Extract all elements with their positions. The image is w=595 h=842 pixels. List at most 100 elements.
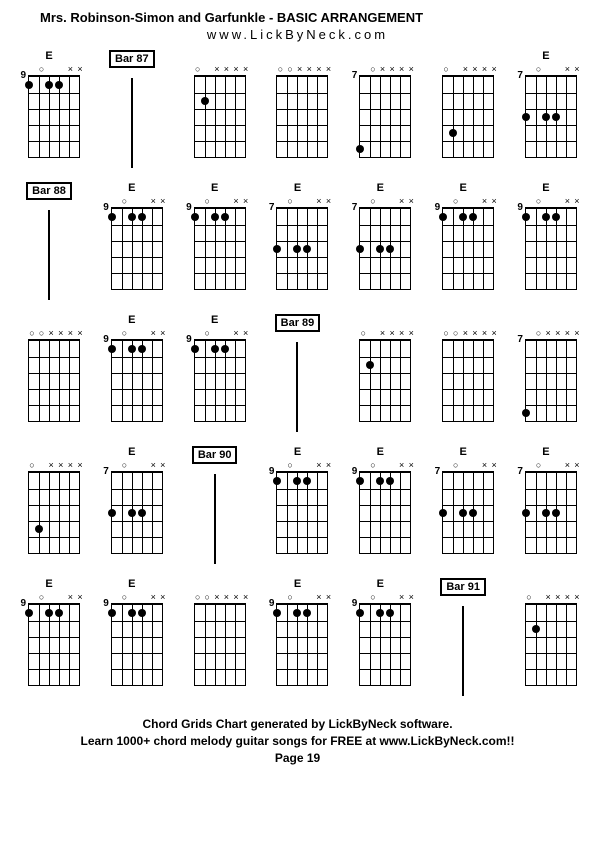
- fretboard: 9: [345, 471, 415, 554]
- string-mark: [388, 197, 396, 207]
- string-mark: ×: [242, 197, 250, 207]
- fret-grid: [194, 339, 246, 422]
- string-mark: [28, 593, 36, 603]
- chord-diagram: ○××××: [14, 461, 84, 554]
- string-mark: ×: [398, 461, 406, 471]
- string-mark: ○: [194, 593, 202, 603]
- string-mark: ×: [407, 461, 415, 471]
- string-mark: ○: [38, 65, 46, 75]
- string-mark: ×: [379, 329, 387, 339]
- string-marks: ○××××: [442, 65, 498, 75]
- string-mark: ×: [554, 593, 562, 603]
- chord-diagram: ○××9: [262, 593, 332, 686]
- string-marks: ○××: [111, 329, 167, 339]
- string-mark: ×: [544, 593, 552, 603]
- string-mark: [359, 197, 367, 207]
- finger-dot: [138, 213, 146, 221]
- chord-label: E: [459, 182, 466, 196]
- string-mark: ×: [398, 65, 406, 75]
- fret-grid: [525, 603, 577, 686]
- string-mark: ○: [359, 329, 367, 339]
- chord-diagram: ○××××7: [511, 329, 581, 422]
- string-mark: [554, 461, 562, 471]
- chord-diagram: ○××9: [97, 329, 167, 422]
- string-mark: ×: [242, 65, 250, 75]
- chord-diagram: ○××9: [97, 197, 167, 290]
- string-mark: ×: [471, 329, 479, 339]
- string-mark: ×: [388, 65, 396, 75]
- finger-dot: [211, 213, 219, 221]
- string-mark: [525, 197, 533, 207]
- fret-number: [428, 334, 440, 422]
- fretboard: [345, 339, 415, 422]
- bar-divider: [296, 342, 298, 432]
- chord-cell: ○××××: [176, 50, 254, 168]
- finger-dot: [293, 609, 301, 617]
- string-mark: ×: [66, 65, 74, 75]
- string-mark: ×: [232, 593, 240, 603]
- chord-label: E: [128, 578, 135, 592]
- fret-number: 7: [428, 466, 440, 554]
- string-mark: ×: [407, 65, 415, 75]
- fretboard: 7: [345, 207, 415, 290]
- string-mark: [461, 461, 469, 471]
- string-mark: ×: [563, 461, 571, 471]
- bar-label: Bar 87: [109, 50, 155, 68]
- string-marks: ○××: [28, 593, 84, 603]
- string-marks: ○××: [525, 461, 581, 471]
- string-mark: [130, 329, 138, 339]
- string-mark: ×: [563, 65, 571, 75]
- finger-dot: [386, 477, 394, 485]
- finger-dot: [356, 145, 364, 153]
- string-mark: [276, 197, 284, 207]
- fretboard: 7: [511, 339, 581, 422]
- string-mark: ×: [57, 461, 65, 471]
- chord-label: E: [542, 446, 549, 460]
- chord-label: E: [45, 50, 52, 64]
- string-mark: [359, 65, 367, 75]
- string-mark: ×: [159, 197, 167, 207]
- finger-dot: [138, 609, 146, 617]
- string-mark: [296, 197, 304, 207]
- string-mark: ○: [369, 461, 377, 471]
- chord-cell: E○××9: [341, 578, 419, 696]
- finger-dot: [469, 213, 477, 221]
- string-mark: ○: [120, 593, 128, 603]
- finger-dot: [356, 245, 364, 253]
- string-mark: ×: [563, 329, 571, 339]
- fretboard: 9: [14, 603, 84, 686]
- chord-label: E: [128, 182, 135, 196]
- chord-diagram: ○××9: [262, 461, 332, 554]
- chord-diagram: ○××9: [14, 65, 84, 158]
- footer-line-1: Chord Grids Chart generated by LickByNec…: [10, 716, 585, 733]
- fretboard: 7: [511, 471, 581, 554]
- finger-dot: [376, 245, 384, 253]
- string-mark: ×: [324, 65, 332, 75]
- string-mark: ×: [398, 593, 406, 603]
- finger-dot: [201, 97, 209, 105]
- fret-grid: [276, 207, 328, 290]
- finger-dot: [55, 609, 63, 617]
- string-mark: ○: [525, 593, 533, 603]
- chord-diagram: ○××9: [428, 197, 498, 290]
- string-marks: ○××××: [359, 329, 415, 339]
- fret-grid: [194, 75, 246, 158]
- fret-number: 7: [262, 202, 274, 290]
- finger-dot: [376, 609, 384, 617]
- string-mark: [111, 461, 119, 471]
- finger-dot: [366, 361, 374, 369]
- fretboard: 9: [97, 339, 167, 422]
- chord-cell: ○××××7: [341, 50, 419, 168]
- finger-dot: [108, 213, 116, 221]
- string-mark: ○: [286, 461, 294, 471]
- bar-label: Bar 90: [192, 446, 238, 464]
- string-marks: ○××: [276, 461, 332, 471]
- string-mark: [359, 593, 367, 603]
- fret-grid: [442, 207, 494, 290]
- chord-diagram: ○○××××: [180, 593, 250, 686]
- string-mark: ○: [203, 329, 211, 339]
- fretboard: [428, 339, 498, 422]
- chord-label: E: [294, 446, 301, 460]
- chord-cell: E○××9: [10, 50, 88, 168]
- string-mark: [140, 593, 148, 603]
